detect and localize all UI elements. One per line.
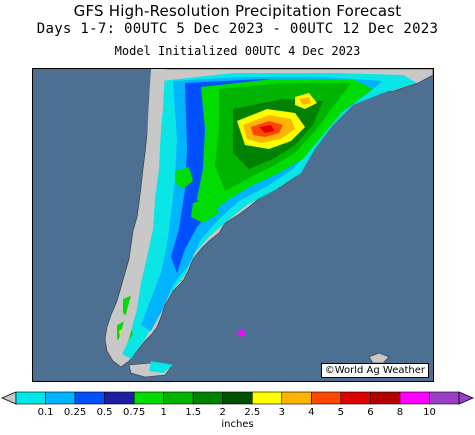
colorbar-tick-label: 1.5: [185, 407, 202, 418]
colorbar-swatch: [429, 391, 460, 405]
colorbar-tick-label: 3: [278, 407, 285, 418]
colorbar-swatch: [74, 391, 105, 405]
colorbar-units: inches: [221, 419, 254, 430]
colorbar-swatch: [340, 391, 371, 405]
colorbar: 0.1 0.25 0.5 0.75 1 1.5 2 2.5 3 4 5 6 8 10 inches: [0, 390, 475, 435]
colorbar-tick-label: 5: [337, 407, 345, 418]
colorbar-tick-label: 2: [219, 407, 226, 418]
colorbar-tick-label: 4: [308, 407, 315, 418]
colorbar-swatch: [15, 391, 46, 405]
andes-dry-strip: [115, 69, 165, 357]
colorbar-over-arrow: [458, 391, 475, 405]
map-title: GFS High-Resolution Precipitation Foreca…: [73, 2, 402, 20]
land-falklands: [368, 352, 390, 364]
colorbar-swatch: [133, 391, 164, 405]
colorbar-swatch: [104, 391, 135, 405]
colorbar-tick-label: 8: [396, 407, 404, 418]
colorbar-swatch: [45, 391, 76, 405]
credit-label: ©World Ag Weather: [320, 363, 429, 378]
colorbar-swatch: [192, 391, 224, 405]
colorbar-swatch: [311, 391, 342, 405]
colorbar-under-arrow: [0, 391, 17, 405]
colorbar-swatch: [281, 391, 312, 405]
colorbar-tick-label: 2.5: [244, 407, 261, 418]
forecast-period: Days 1-7: 00UTC 5 Dec 2023 - 00UTC 12 De…: [36, 21, 439, 37]
colorbar-tick-label: 0.75: [122, 407, 146, 418]
colorbar-swatch: [251, 391, 283, 405]
colorbar-swatch: [222, 391, 253, 405]
colorbar-tick-label: 0.5: [96, 407, 113, 418]
colorbar-swatch: [163, 391, 194, 405]
colorbar-swatch: [370, 391, 401, 405]
precipitation-map: ©World Ag Weather: [32, 68, 434, 382]
colorbar-tick-label: 0.1: [37, 407, 54, 418]
colorbar-swatch: [399, 391, 430, 405]
model-init: Model Initialized 00UTC 4 Dec 2023: [114, 44, 361, 58]
map-canvas: [33, 69, 433, 381]
colorbar-tick-label: 1: [160, 407, 167, 418]
colorbar-tick-label: 6: [367, 407, 374, 418]
colorbar-tick-label: 0.25: [63, 407, 87, 418]
colorbar-swatches: [0, 391, 475, 405]
precipitation-shading: [117, 73, 417, 373]
colorbar-tick-label: 10: [423, 407, 436, 418]
